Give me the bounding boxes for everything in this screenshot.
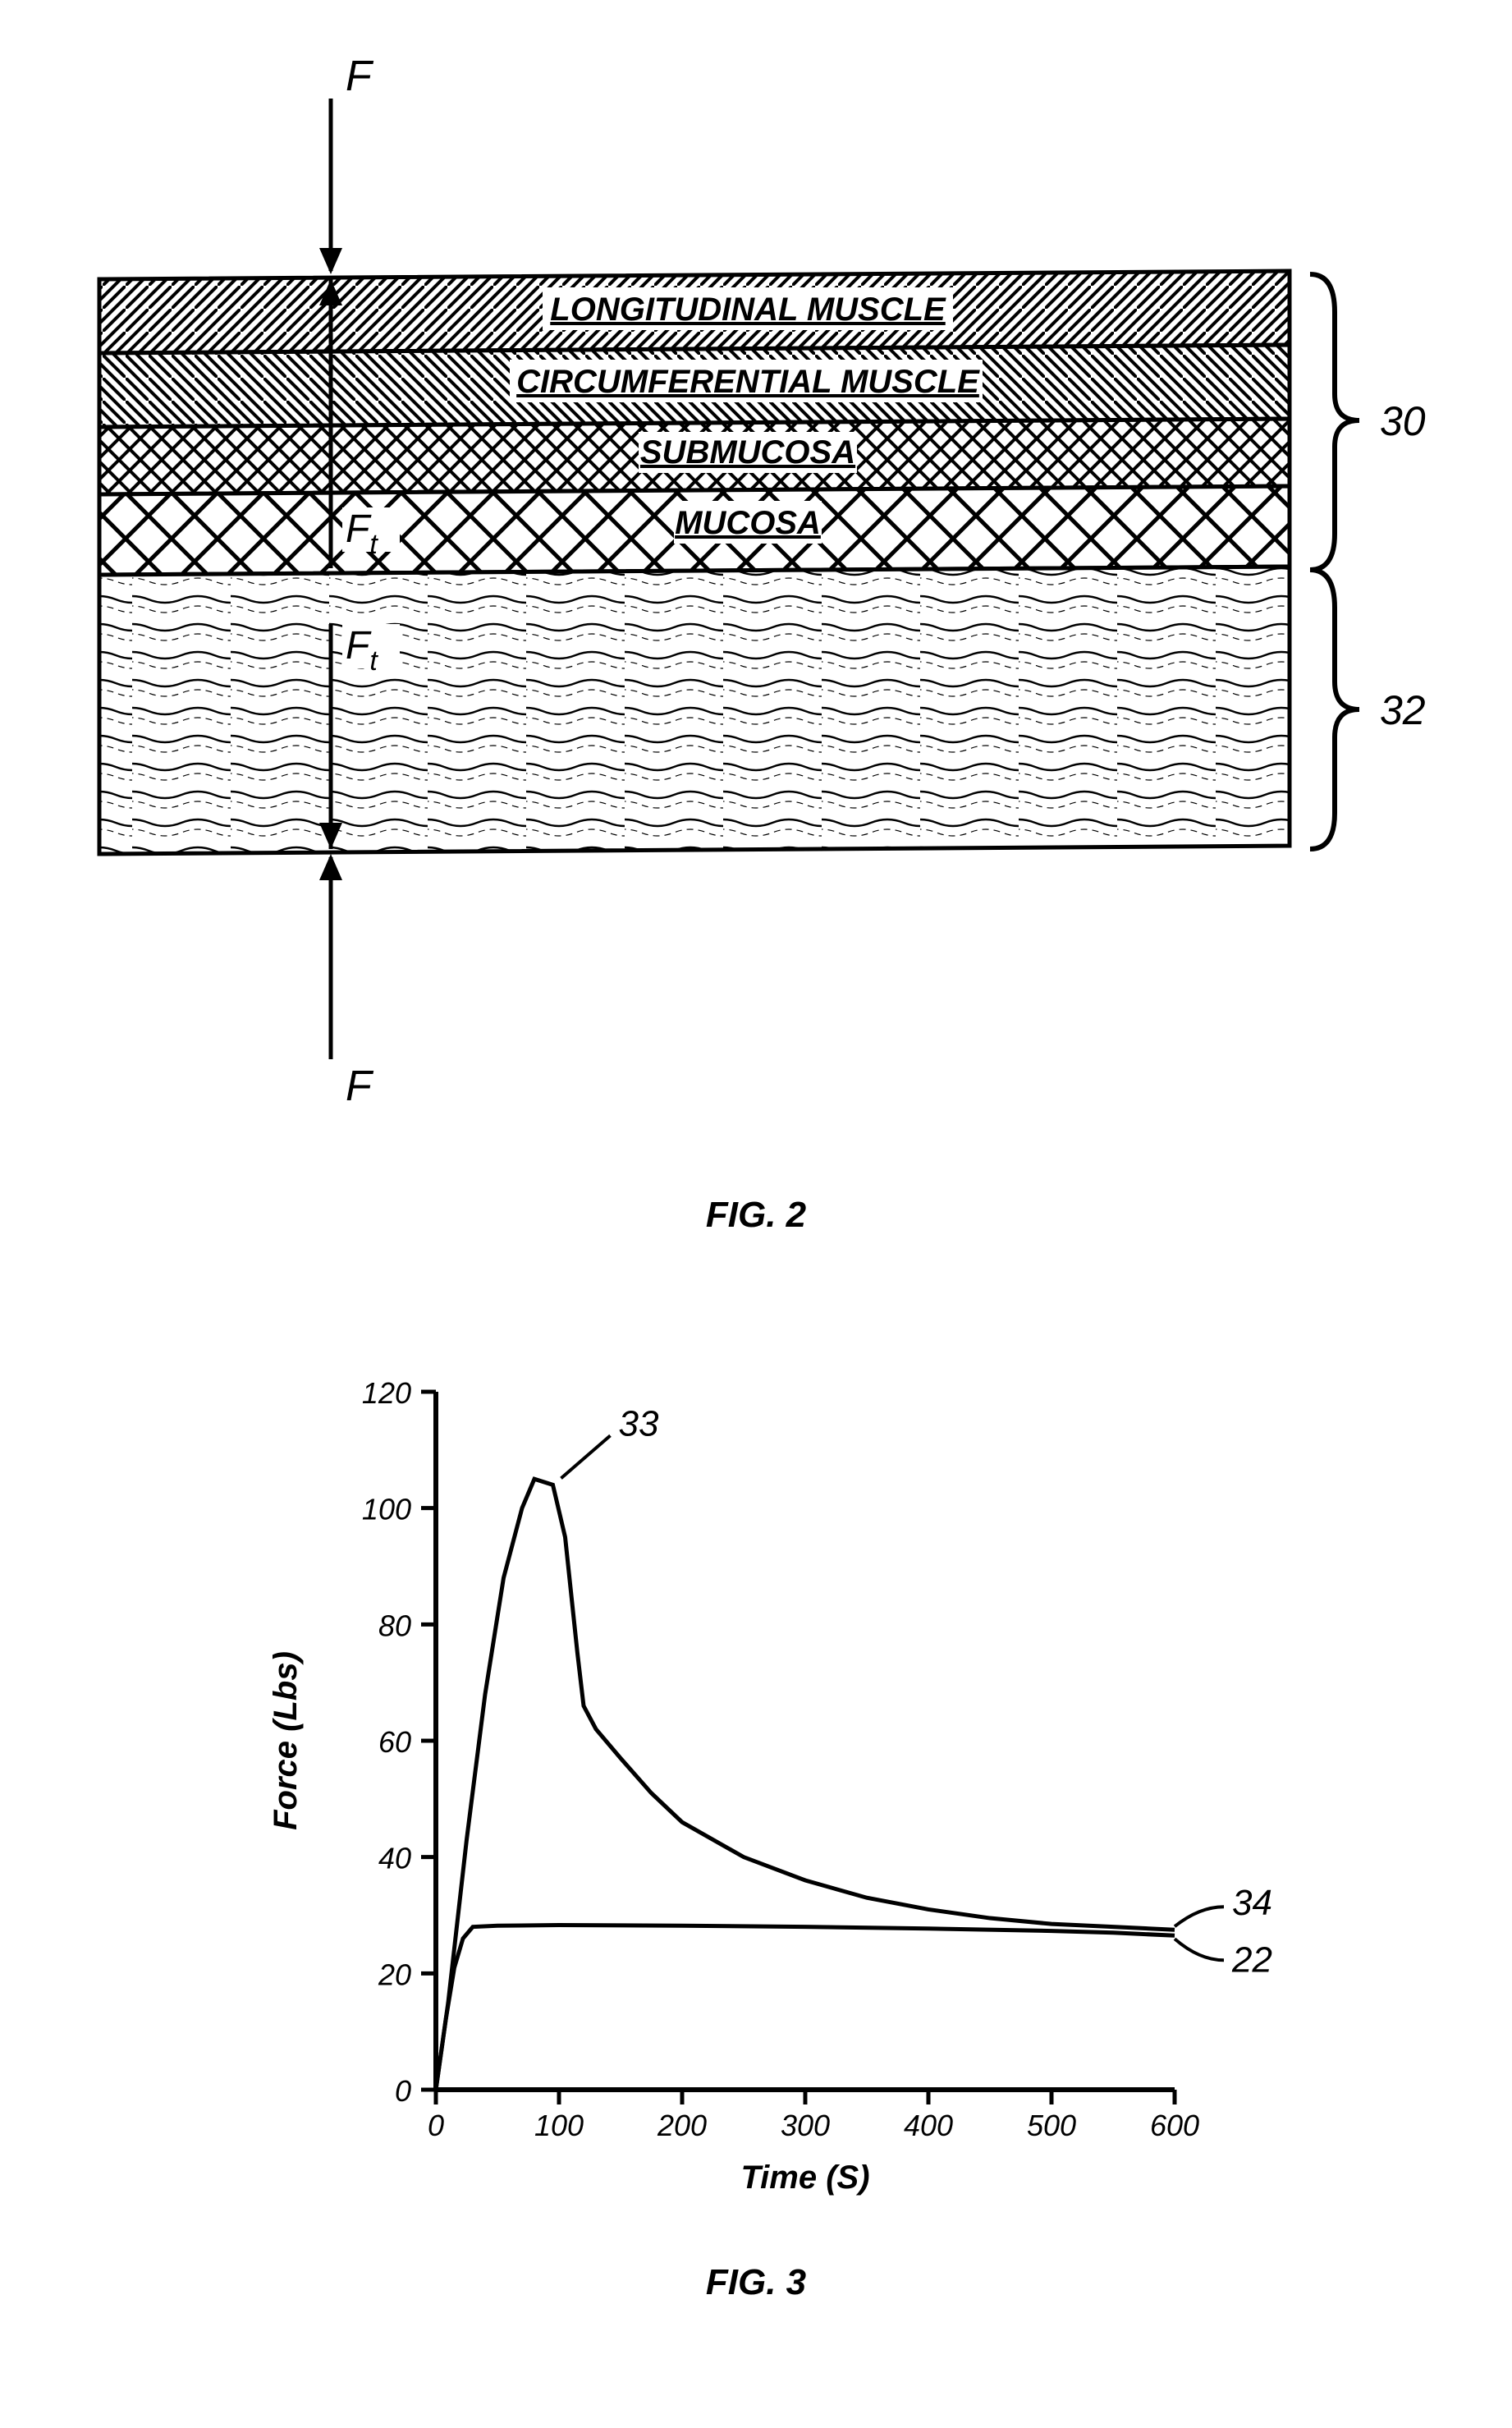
svg-text:200: 200 bbox=[657, 2109, 707, 2142]
ref-32: 32 bbox=[1380, 687, 1426, 733]
figure-2: LONGITUDINAL MUSCLE CIRCUMFERENTIAL MUSC… bbox=[34, 33, 1478, 1166]
svg-text:0: 0 bbox=[395, 2074, 411, 2108]
svg-text:MUCOSA: MUCOSA bbox=[675, 505, 821, 541]
svg-text:F: F bbox=[346, 1063, 374, 1110]
figure-3-chart: 0 20 40 60 80 100 120 0 100 200 300 400 500 600 Time (… bbox=[222, 1334, 1290, 2238]
tissue-stack bbox=[99, 271, 1290, 854]
svg-text:Force (Lbs): Force (Lbs) bbox=[268, 1651, 304, 1830]
svg-text:0: 0 bbox=[428, 2109, 444, 2142]
ref-22: 22 bbox=[1231, 1939, 1272, 1980]
ref-34: 34 bbox=[1232, 1883, 1272, 1923]
svg-text:100: 100 bbox=[534, 2109, 584, 2142]
fig2-caption: FIG. 2 bbox=[34, 1195, 1478, 1236]
ref-33: 33 bbox=[619, 1403, 659, 1443]
brace-30 bbox=[1310, 274, 1359, 570]
svg-text:300: 300 bbox=[781, 2109, 830, 2142]
svg-text:400: 400 bbox=[904, 2109, 953, 2142]
svg-text:CIRCUMFERENTIAL MUSCLE: CIRCUMFERENTIAL MUSCLE bbox=[516, 364, 980, 400]
brace-32 bbox=[1310, 570, 1359, 849]
svg-text:500: 500 bbox=[1027, 2109, 1076, 2142]
svg-text:F: F bbox=[346, 53, 374, 100]
svg-text:20: 20 bbox=[378, 1958, 411, 1991]
svg-text:40: 40 bbox=[378, 1842, 411, 1875]
series-curve34 bbox=[436, 1925, 1175, 2090]
svg-text:80: 80 bbox=[378, 1609, 411, 1642]
svg-text:Time (S): Time (S) bbox=[740, 2159, 869, 2196]
svg-text:100: 100 bbox=[362, 1493, 411, 1526]
series-curve33 bbox=[436, 1479, 1175, 2090]
svg-text:120: 120 bbox=[362, 1376, 411, 1410]
fig3-caption: FIG. 3 bbox=[34, 2262, 1478, 2303]
svg-text:60: 60 bbox=[378, 1725, 411, 1759]
ref-30: 30 bbox=[1380, 398, 1426, 444]
svg-text:SUBMUCOSA: SUBMUCOSA bbox=[640, 434, 855, 470]
svg-text:600: 600 bbox=[1150, 2109, 1199, 2142]
svg-text:LONGITUDINAL MUSCLE: LONGITUDINAL MUSCLE bbox=[550, 291, 946, 328]
